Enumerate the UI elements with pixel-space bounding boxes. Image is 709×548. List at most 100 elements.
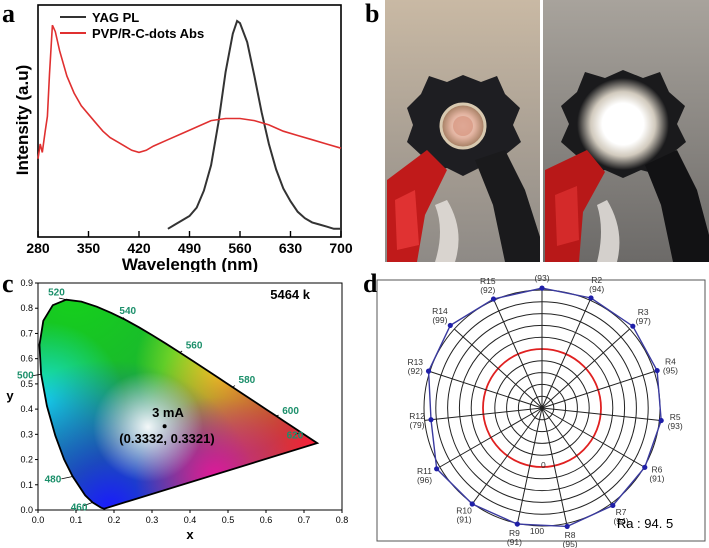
y-tick-label: 0.9 (20, 278, 33, 288)
cri-value-label: (96) (417, 475, 432, 485)
cri-value-label: (79) (410, 420, 425, 430)
panel-c: c 0.0 0.1 0.2 0.3 0.4 0.5 0.6 0.7 0.8 0.0 0.1 0.2 0.… (0, 272, 355, 548)
grid-spoke (516, 407, 543, 524)
ra-label: Ra : 94. 5 (617, 516, 673, 531)
wavelength-tick (122, 317, 126, 321)
y-tick-label: 0.3 (20, 429, 33, 439)
x-tick-label: 0.7 (298, 515, 311, 525)
spectral-locus (38, 298, 320, 510)
grid-spoke (541, 407, 660, 421)
grid-spoke (453, 328, 543, 409)
cri-label: R12 (409, 411, 425, 421)
series-abs (37, 24, 342, 159)
led-glow (577, 78, 669, 170)
y-tick-label: 0.0 (20, 505, 33, 515)
led-off-photo (385, 0, 541, 262)
cri-value-label: (92) (480, 285, 495, 295)
y-axis-label: y (6, 388, 14, 403)
wavelength-tick (31, 373, 42, 377)
cie-diagram: c 0.0 0.1 0.2 0.3 0.4 0.5 0.6 0.7 0.8 0.0 0.1 0.2 0.… (2, 272, 349, 542)
legend: YAG PL PVP/R-C-dots Abs (60, 10, 204, 41)
cri-value-label: (91) (507, 537, 522, 547)
cri-label: R9 (509, 528, 520, 538)
panel-label-c: c (2, 272, 14, 298)
cri-point (490, 296, 497, 302)
y-tick-label: 0.5 (20, 379, 33, 389)
cri-point (539, 285, 545, 291)
cri-label: R11 (417, 466, 432, 476)
grid-spoke (541, 299, 591, 409)
y-tick-label: 0.2 (20, 455, 33, 465)
panel-a: a 280 350 420 490 560 630 700 YAG PL PVP/R-C-d… (0, 0, 355, 272)
grid-spoke (424, 407, 543, 421)
wavelength-tick (276, 414, 279, 417)
cri-value-label: (91) (456, 514, 471, 524)
cri-radar-chart: d R1(93)R2(94)R3(97)R4(95)R5(93)R6(91)R7… (363, 272, 706, 548)
current-label: 3 mA (152, 405, 184, 420)
wavelength-label: 500 (17, 370, 34, 381)
y-tick-label: 0.8 (20, 303, 33, 313)
hundred-ring-label: 100 (530, 526, 544, 536)
cri-point (654, 367, 660, 374)
cri-point (425, 368, 432, 374)
series-yag-pl (167, 19, 341, 230)
x-tick-label: 490 (178, 240, 202, 256)
cri-point (630, 323, 636, 329)
panel-label-a: a (2, 0, 15, 28)
cri-label: R3 (638, 307, 649, 317)
cri-value-label: (94) (589, 284, 604, 294)
led-on-photo (542, 0, 709, 262)
cri-value-label: (94) (613, 516, 628, 526)
cri-point (469, 501, 475, 507)
cri-value-label: (92) (408, 366, 423, 376)
cri-value-label: (93) (668, 421, 683, 431)
x-tick-label: 0.8 (336, 515, 349, 525)
cri-point (564, 523, 570, 530)
x-tick-label: 560 (228, 240, 252, 256)
cri-point (447, 322, 453, 329)
x-tick-label: 0.0 (32, 515, 45, 525)
grid-spoke (439, 407, 543, 468)
wavelength-tick (294, 431, 301, 436)
spectrum-chart: a 280 350 420 490 560 630 700 YAG PL PVP/R-C-d… (2, 0, 353, 272)
wavelength-tick (61, 476, 73, 480)
cri-label: R4 (665, 356, 676, 366)
coordinate-label: (0.3332, 0.3321) (119, 431, 214, 446)
wavelength-tick (232, 385, 236, 388)
grid-spoke (472, 407, 543, 504)
wavelength-tick (179, 350, 183, 353)
wavelength-tick (58, 297, 67, 301)
cri-value-label: (99) (432, 315, 447, 325)
wavelength-label: 540 (119, 306, 136, 317)
cct-label: 5464 k (270, 287, 311, 302)
wavelength-label: 600 (282, 406, 299, 417)
panel-b: b (355, 0, 709, 272)
cri-label: R15 (480, 276, 496, 286)
wavelength-label: 560 (186, 341, 203, 352)
y-tick-label: 0.4 (20, 404, 33, 414)
grid-spoke (541, 407, 568, 524)
x-axis-label: x (186, 527, 194, 542)
cri-value-label: (95) (563, 539, 578, 548)
black-clip (475, 150, 541, 262)
cri-point (642, 464, 648, 470)
cri-polygon (427, 287, 662, 528)
legend-abs-label: PVP/R-C-dots Abs (92, 26, 204, 41)
cri-point (610, 502, 616, 509)
cri-point (428, 417, 434, 423)
cri-label: R10 (456, 505, 472, 515)
cri-label: R7 (616, 507, 627, 517)
grid-spoke (493, 299, 543, 409)
x-tick-label: 0.3 (146, 515, 159, 525)
x-tick-label: 0.4 (184, 515, 197, 525)
cri-label: R2 (591, 275, 602, 285)
cri-point (658, 417, 664, 424)
x-tick-label: 420 (127, 240, 151, 256)
x-tick-label: 0.6 (260, 515, 273, 525)
cri-value-label: (97) (636, 316, 651, 326)
cri-point (588, 295, 594, 301)
cri-value-label: (91) (649, 473, 664, 483)
x-tick-label: 700 (329, 240, 353, 256)
grid-spoke (541, 371, 655, 409)
led-photographs: b (365, 0, 709, 262)
